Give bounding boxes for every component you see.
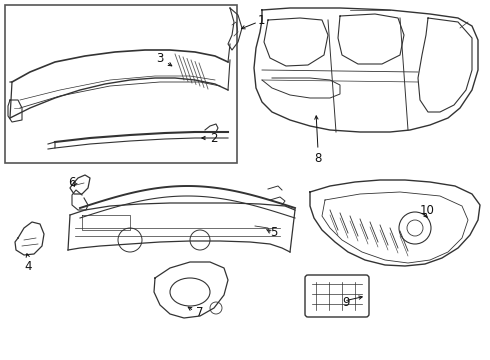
Text: 3: 3: [157, 51, 164, 64]
FancyBboxPatch shape: [305, 275, 369, 317]
Text: 2: 2: [210, 131, 218, 144]
Ellipse shape: [170, 278, 210, 306]
Text: 5: 5: [270, 225, 277, 238]
Text: 4: 4: [24, 260, 32, 273]
Text: 9: 9: [342, 296, 349, 309]
Text: 6: 6: [69, 176, 76, 189]
Text: 1: 1: [258, 13, 266, 27]
Text: 8: 8: [314, 152, 322, 165]
Bar: [5, 5, 237, 163]
Text: 7: 7: [196, 306, 203, 319]
Text: 10: 10: [420, 203, 435, 216]
